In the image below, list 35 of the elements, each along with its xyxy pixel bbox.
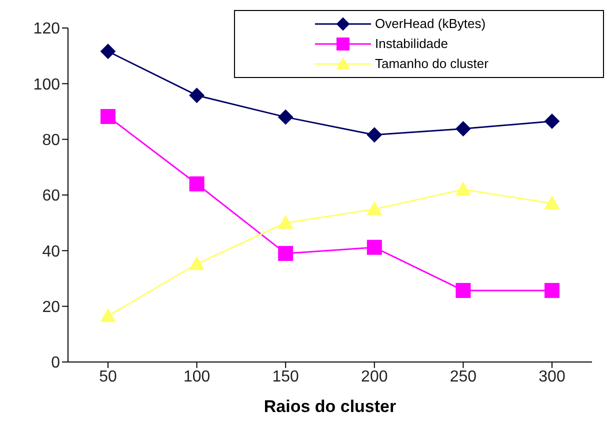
x-tick-label: 150	[272, 368, 300, 386]
legend-label: OverHead (kBytes)	[375, 15, 486, 33]
point	[189, 256, 204, 270]
x-tick-label: 250	[450, 368, 477, 386]
point	[544, 114, 560, 129]
point	[100, 109, 116, 124]
point	[456, 121, 471, 136]
point	[100, 44, 116, 59]
point	[366, 127, 382, 142]
x-tick-label: 100	[183, 368, 210, 386]
y-tick-label: 40	[42, 243, 60, 260]
legend-label: Instabilidade	[375, 35, 448, 53]
y-tick-label: 120	[33, 20, 60, 38]
y-tick-label: 0	[51, 354, 60, 372]
x-tick-label: 200	[361, 368, 388, 386]
legend-label: Tamanho do cluster	[375, 55, 488, 73]
point	[366, 202, 382, 216]
point	[366, 240, 382, 255]
point	[544, 196, 560, 210]
x-tick-label: 300	[538, 368, 566, 386]
y-tick-label: 100	[33, 76, 60, 94]
point	[278, 215, 294, 229]
point	[456, 282, 471, 298]
point	[278, 110, 294, 125]
point	[189, 176, 204, 192]
point	[456, 182, 471, 196]
point	[544, 282, 560, 298]
x-tick-label: 50	[99, 368, 117, 386]
y-tick-label: 80	[42, 132, 60, 150]
point	[189, 88, 204, 103]
x-axis-title: Raios do cluster	[264, 397, 397, 416]
point	[278, 246, 294, 261]
point	[100, 308, 116, 322]
y-tick-label: 60	[42, 188, 60, 205]
y-tick-label: 20	[42, 299, 60, 316]
